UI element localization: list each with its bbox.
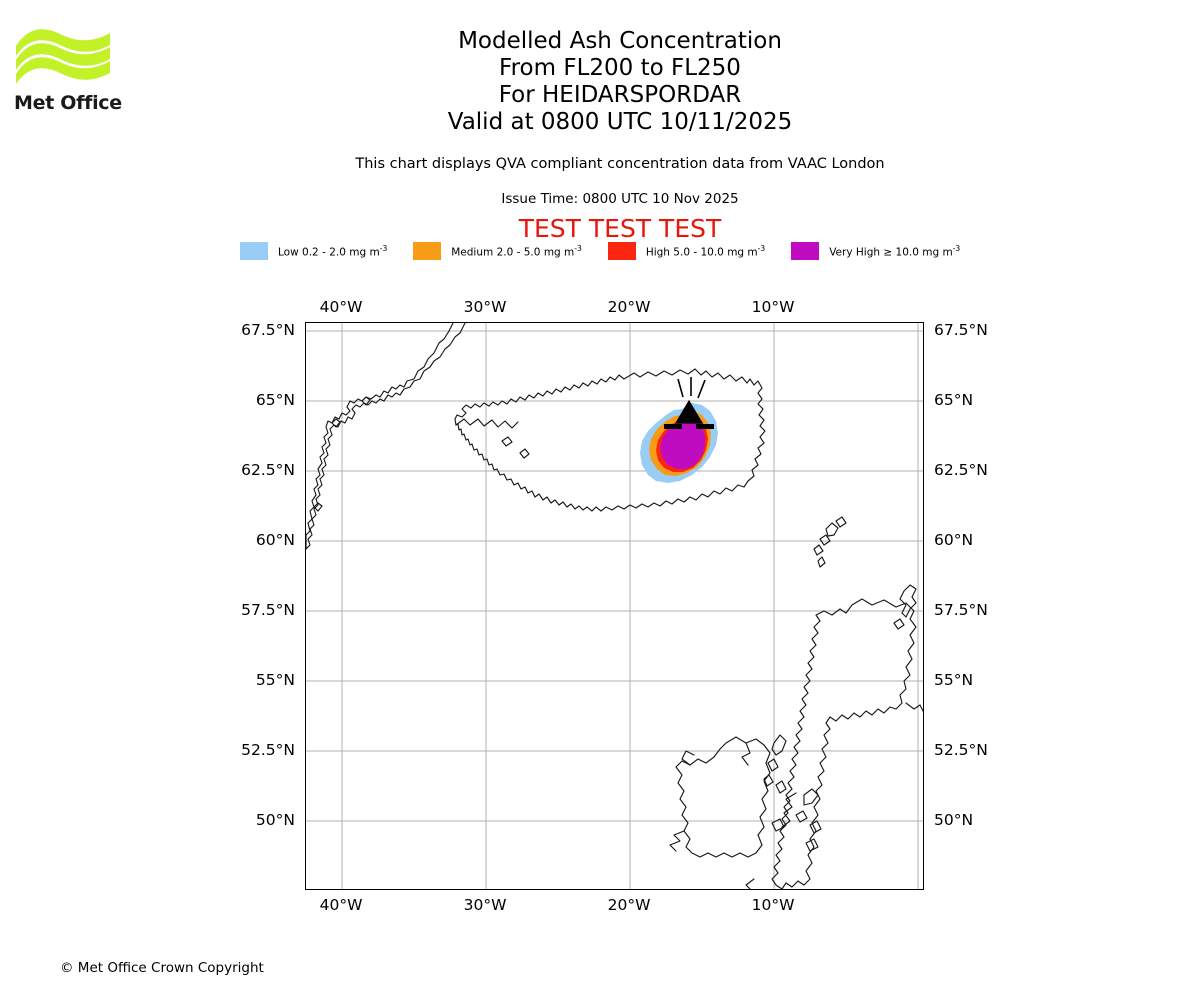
lon-tick-bottom-10w: 10°W xyxy=(751,896,795,914)
map-canvas xyxy=(306,323,923,889)
coastline-outer-hebrides-1 xyxy=(771,734,787,756)
valid-time-line: Valid at 0800 UTC 10/11/2025 xyxy=(447,109,793,135)
lat-tick-right-60n: 60°N xyxy=(934,531,974,549)
issue-time: Issue Time: 0800 UTC 10 Nov 2025 xyxy=(501,191,739,207)
coastline-isle-of-man xyxy=(775,780,787,794)
volcano-triangle-icon xyxy=(674,399,704,424)
coastline-faroe-1 xyxy=(825,522,839,537)
coastline-outer-hebrides-2 xyxy=(767,758,779,772)
coastline-iceland xyxy=(454,368,766,512)
volcano-plume-line-1 xyxy=(677,378,684,398)
coastline-inner-hebrides-1 xyxy=(795,810,808,823)
coastline-anglesey xyxy=(771,818,785,832)
volcano-base-bar-right xyxy=(696,424,714,429)
coastline-iceland-islet-1 xyxy=(501,436,513,447)
legend-swatch-medium xyxy=(413,242,442,260)
lat-tick-left-55n: 55°N xyxy=(255,671,295,689)
lon-tick-top-30w: 30°W xyxy=(463,298,507,316)
coastline-gb-wales xyxy=(781,792,797,828)
volcano-plume-line-3 xyxy=(697,379,706,399)
lon-tick-bottom-20w: 20°W xyxy=(607,896,651,914)
coastline-greenland xyxy=(306,323,466,550)
volcano-base-bar-left xyxy=(664,424,682,429)
coastline-gb-east xyxy=(905,702,923,713)
legend-label-low: Low 0.2 - 2.0 mg m-3 xyxy=(278,243,388,259)
chart-title-block: Modelled Ash Concentration From FL200 to… xyxy=(300,28,940,136)
lat-tick-right-65n: 65°N xyxy=(934,391,974,409)
coastline-iceland-westfjords xyxy=(455,418,519,429)
lat-tick-right-62-5n: 62.5°N xyxy=(934,461,988,479)
volcano-marker xyxy=(664,377,714,429)
page-title: Modelled Ash Concentration xyxy=(458,28,782,54)
lat-tick-left-62-5n: 62.5°N xyxy=(241,461,295,479)
coastline-shetland xyxy=(899,584,917,618)
copyright-notice: © Met Office Crown Copyright xyxy=(60,960,264,976)
lat-tick-left-65n: 65°N xyxy=(255,391,295,409)
ash-contour-very-high xyxy=(660,421,705,469)
coastline-faroe-3 xyxy=(813,544,824,556)
lat-tick-left-67-5n: 67.5°N xyxy=(241,321,295,339)
lat-tick-right-55n: 55°N xyxy=(934,671,974,689)
coastline-inner-hebrides-2 xyxy=(809,820,822,834)
test-watermark: TEST TEST TEST xyxy=(518,214,722,243)
coastline-greenland-islet-3 xyxy=(313,502,323,512)
lat-tick-right-57-5n: 57.5°N xyxy=(934,601,988,619)
coastline-islay xyxy=(805,838,819,852)
coastline-ireland-ni-lough xyxy=(741,742,751,766)
coastline-iceland-islet-2 xyxy=(519,448,530,459)
legend-item-very-high: Very High ≥ 10.0 mg m-3 xyxy=(791,240,960,262)
coastline-great-britain xyxy=(771,598,917,889)
lat-tick-left-50n: 50°N xyxy=(255,811,295,829)
lat-tick-left-52-5n: 52.5°N xyxy=(241,741,295,759)
coastline-faroe-5 xyxy=(835,516,847,528)
flight-level-line: From FL200 to FL250 xyxy=(499,55,741,81)
coastline-skye xyxy=(803,788,819,806)
lat-tick-right-67-5n: 67.5°N xyxy=(934,321,988,339)
coastline-ireland-sw xyxy=(669,830,685,852)
legend-label-medium: Medium 2.0 - 5.0 mg m-3 xyxy=(451,243,582,259)
lon-tick-top-10w: 10°W xyxy=(751,298,795,316)
concentration-legend: Low 0.2 - 2.0 mg m-3 Medium 2.0 - 5.0 mg… xyxy=(240,240,1000,262)
map-frame xyxy=(305,322,924,890)
lon-tick-top-20w: 20°W xyxy=(607,298,651,316)
met-office-logo: Met Office xyxy=(14,28,126,116)
legend-swatch-very-high xyxy=(791,242,820,260)
coastline-orkney xyxy=(893,618,905,630)
coastline-greenland-islet-1 xyxy=(361,396,371,406)
lat-tick-left-60n: 60°N xyxy=(255,531,295,549)
lon-tick-bottom-40w: 40°W xyxy=(319,896,363,914)
coastline-ireland-nw xyxy=(681,750,695,766)
coastline-faroe-2 xyxy=(819,534,831,546)
legend-swatch-low xyxy=(240,242,268,260)
coastline-gb-cornwall xyxy=(745,878,755,889)
legend-swatch-high xyxy=(607,242,636,260)
qva-note: This chart displays QVA compliant concen… xyxy=(355,156,885,172)
coastline-ireland xyxy=(675,736,771,858)
lon-tick-top-40w: 40°W xyxy=(319,298,363,316)
coastline-greenland-islet-2 xyxy=(331,418,341,428)
legend-item-medium: Medium 2.0 - 5.0 mg m-3 xyxy=(413,240,582,262)
lat-tick-right-50n: 50°N xyxy=(934,811,974,829)
lat-tick-right-52-5n: 52.5°N xyxy=(934,741,988,759)
coastlines xyxy=(306,323,923,889)
lon-tick-bottom-30w: 30°W xyxy=(463,896,507,914)
volcano-name-line: For HEIDARSPORDAR xyxy=(498,82,742,108)
legend-item-low: Low 0.2 - 2.0 mg m-3 xyxy=(240,240,387,262)
legend-label-very-high: Very High ≥ 10.0 mg m-3 xyxy=(829,243,961,259)
met-office-wave-icon xyxy=(16,29,110,84)
lat-tick-left-57-5n: 57.5°N xyxy=(241,601,295,619)
legend-label-high: High 5.0 - 10.0 mg m-3 xyxy=(645,243,766,259)
met-office-logo-text: Met Office xyxy=(14,92,122,114)
graticule-grid xyxy=(306,323,923,889)
map-container[interactable]: 40°W 30°W 20°W 10°W 40°W 30°W 20°W 10°W … xyxy=(241,298,988,914)
coastline-faroe-4 xyxy=(817,556,826,568)
legend-item-high: High 5.0 - 10.0 mg m-3 xyxy=(607,240,766,262)
